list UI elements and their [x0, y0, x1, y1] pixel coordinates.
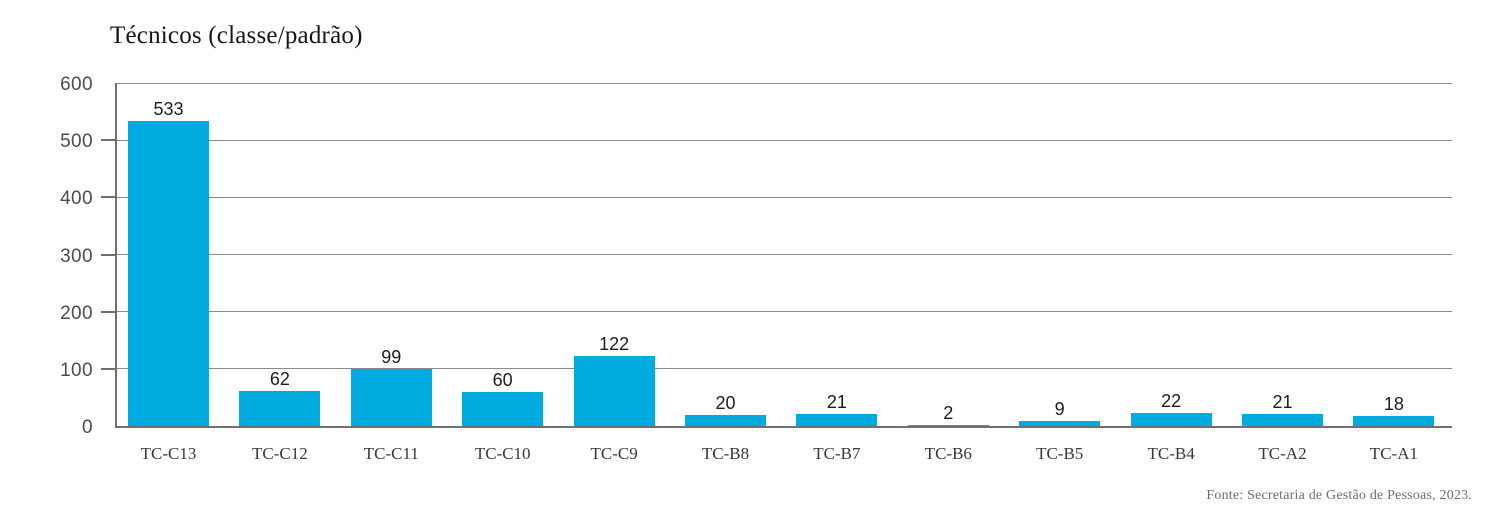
gridline-500: [117, 139, 1452, 141]
bar-TC-C13: 533: [128, 100, 209, 426]
bar-TC-B7: 21: [796, 393, 878, 426]
bar-TC-C12: 62: [239, 370, 321, 426]
y-axis-tick-100: [101, 367, 115, 370]
y-axis-tick-300: [101, 253, 115, 256]
gridline-600: [117, 82, 1452, 84]
x-axis-label-TC-A1: TC-A1: [1369, 444, 1418, 463]
x-axis-label-TC-A2: TC-A2: [1258, 444, 1307, 463]
x-axis-label-TC-B4: TC-B4: [1147, 444, 1195, 463]
y-axis: 0 100 200 300 400 500 600: [0, 74, 93, 438]
gridline-100: [117, 368, 1452, 370]
bar-TC-C11: 99: [350, 348, 432, 426]
y-axis-tick-400: [101, 196, 115, 199]
value-label-TC-C12: 62: [269, 368, 290, 389]
x-axis-label-TC-C13: TC-C13: [140, 444, 197, 463]
x-axis-label-TC-C9: TC-C9: [590, 444, 638, 463]
y-axis-label-300: 300: [60, 245, 93, 267]
bar-TC-B8: 20: [685, 394, 766, 426]
bar-TC-A2: 21: [1242, 393, 1323, 426]
x-axis-label-TC-C11: TC-C11: [363, 444, 419, 463]
y-axis-label-200: 200: [60, 302, 93, 324]
value-label-TC-B7: 21: [826, 392, 847, 412]
value-label-TC-A1: 18: [1383, 393, 1404, 414]
value-label-TC-C13: 533: [153, 99, 184, 120]
x-axis-label-TC-C10: TC-C10: [474, 444, 531, 463]
bar-TC-C9: 122: [573, 335, 655, 426]
gridline-400: [117, 196, 1452, 198]
y-axis-label-400: 400: [60, 188, 93, 210]
x-axis-label-TC-C12: TC-C12: [252, 444, 308, 463]
x-axis-label-TC-B6: TC-B6: [924, 444, 972, 463]
gridline-200: [117, 311, 1452, 313]
value-label-TC-A2: 21: [1272, 392, 1293, 412]
value-label-TC-C9: 122: [599, 334, 630, 355]
chart-title: Técnicos (classe/padrão): [110, 22, 363, 49]
x-axis: TC-C13 TC-C12 TC-C11 TC-C10 TC-C9 TC-B8 TC-B7 T…: [117, 444, 1452, 468]
bar-TC-B6: 2: [907, 404, 989, 426]
plot-area: 533 62 99 60 122 20 21 2 9 22 21 18: [115, 82, 1452, 428]
bar-TC-B5: 9: [1019, 400, 1101, 426]
y-axis-tick-200: [101, 310, 115, 313]
value-label-TC-C10: 60: [492, 369, 513, 390]
x-axis-label-TC-B8: TC-B8: [701, 444, 750, 463]
value-label-TC-B4: 22: [1161, 391, 1182, 412]
value-label-TC-B8: 20: [715, 392, 736, 413]
bar-TC-A1: 18: [1353, 395, 1435, 426]
value-label-TC-C11: 99: [381, 347, 402, 368]
bar-TC-B4: 22: [1130, 392, 1212, 426]
y-axis-label-500: 500: [60, 131, 93, 153]
value-label-TC-B5: 9: [1054, 398, 1065, 419]
source-note: Fonte: Secretaria de Gestão de Pessoas, …: [1206, 488, 1472, 503]
x-axis-label-TC-B5: TC-B5: [1036, 444, 1084, 463]
bar-TC-C10: 60: [462, 371, 544, 426]
x-axis-label-TC-B7: TC-B7: [813, 444, 861, 463]
y-axis-label-0: 0: [82, 417, 93, 438]
gridline-300: [117, 254, 1452, 255]
y-axis-label-100: 100: [60, 359, 93, 381]
value-label-TC-B6: 2: [943, 402, 954, 423]
y-axis-tick-500: [101, 139, 115, 142]
y-axis-label-600: 600: [60, 74, 93, 95]
